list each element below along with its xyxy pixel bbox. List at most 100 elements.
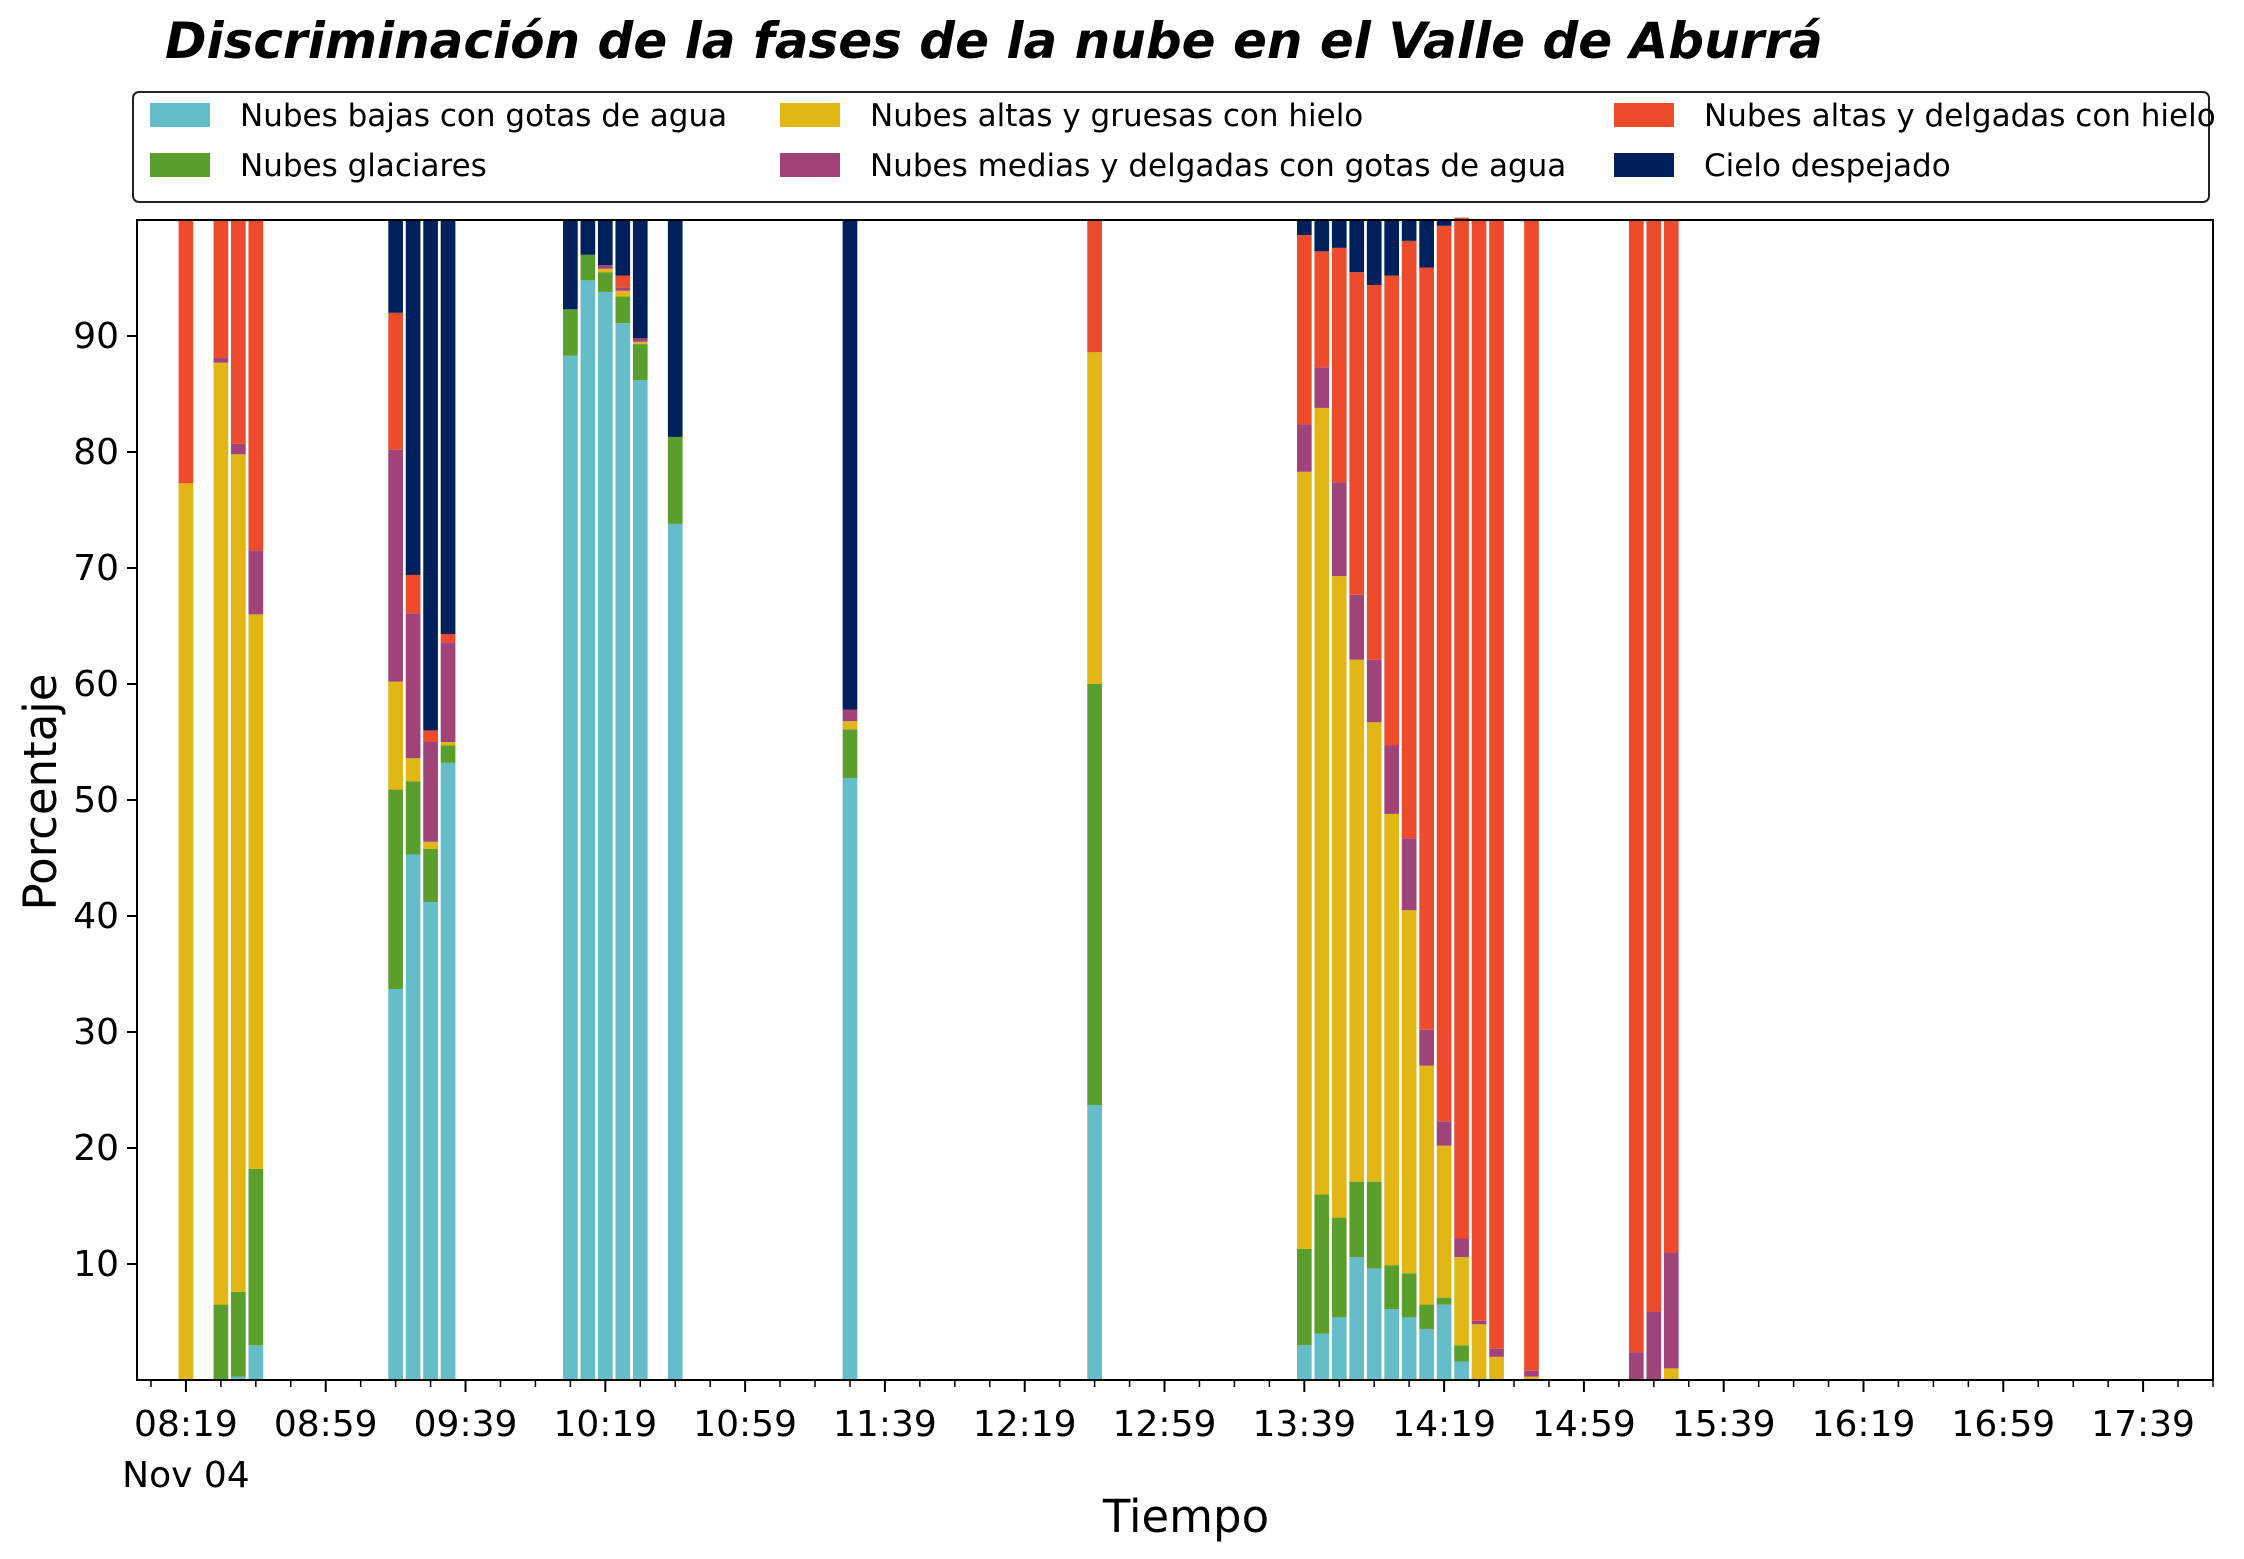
bar-segment	[1296, 1345, 1312, 1380]
legend-label: Cielo despejado	[1704, 148, 1951, 184]
bar-segment	[842, 709, 858, 722]
bar-segment	[1296, 235, 1312, 425]
bar-segment	[423, 848, 438, 903]
bar-segment	[1384, 813, 1400, 1266]
bar-segment	[1401, 838, 1417, 911]
bar-segment	[231, 1291, 246, 1377]
bar-segment	[213, 362, 229, 1305]
x-tick-label: 16:59	[1951, 1404, 2055, 1445]
x-tick-label: 16:19	[1812, 1404, 1916, 1445]
bar-segment	[405, 220, 421, 575]
bar-segment	[1087, 220, 1102, 353]
bar-segment	[842, 721, 858, 730]
bar-segment	[842, 220, 858, 710]
bar-segment	[1471, 1320, 1487, 1325]
bar-segment	[1296, 471, 1312, 1249]
bar-segment	[213, 1304, 229, 1380]
bar-segment	[248, 1345, 264, 1380]
bar-segment	[632, 341, 648, 345]
bar-segment	[423, 220, 438, 731]
bar-segment	[1384, 745, 1400, 814]
legend-swatch	[150, 103, 210, 127]
bar-segment	[388, 989, 403, 1380]
bar-segment	[1087, 684, 1102, 1106]
bar-segment	[1349, 220, 1365, 273]
bar-segment	[615, 275, 631, 288]
bar-segment	[1419, 220, 1434, 268]
x-tick-label: 17:39	[2091, 1404, 2195, 1445]
y-tick-label: 20	[73, 1128, 119, 1169]
bar-segment	[1436, 1121, 1452, 1146]
bar-segment	[178, 220, 194, 484]
bar-segment	[1366, 1181, 1382, 1269]
bar-segment	[1349, 1257, 1365, 1380]
bar-segment	[1366, 220, 1382, 285]
legend: Nubes bajas con gotas de agua Nubes altas…	[132, 91, 2216, 203]
bar-segment	[231, 454, 246, 1292]
bar-segment	[667, 220, 683, 437]
bar-segment	[1489, 220, 1504, 1349]
bar-segment	[1454, 217, 1469, 1239]
bar-segment	[842, 777, 858, 1380]
bar-segment	[388, 449, 403, 682]
bar-segment	[405, 574, 421, 614]
bar-segment	[405, 758, 421, 782]
bar-segment	[423, 742, 438, 842]
bar-segment	[423, 902, 438, 1380]
y-tick-label: 70	[73, 548, 119, 589]
bar-segment	[1436, 1297, 1452, 1305]
bar-segment	[1436, 1145, 1452, 1298]
bar-segment	[1419, 1029, 1434, 1066]
bar-segment	[440, 762, 456, 1380]
bar-segment	[1314, 251, 1330, 368]
bar-segment	[1454, 1257, 1469, 1346]
bar-segment	[423, 841, 438, 849]
bar-segment	[1314, 367, 1330, 408]
bar-segment	[213, 358, 229, 363]
bar-segment	[1314, 220, 1330, 252]
bar-segment	[1628, 1352, 1644, 1380]
bar-segment	[1471, 1324, 1487, 1380]
bar-segment	[615, 296, 631, 324]
bar-segment	[405, 781, 421, 855]
y-tick-label: 50	[73, 780, 119, 821]
bar-segment	[667, 436, 683, 524]
y-axis-label: Porcentaje	[14, 674, 67, 911]
bar-segment	[1489, 1356, 1504, 1380]
bar-segment	[1419, 1304, 1434, 1329]
bar-segment	[440, 634, 456, 643]
bar-segment	[632, 344, 648, 381]
bar-segment	[615, 220, 631, 276]
bar-segment	[615, 323, 631, 1380]
bar-segment	[423, 730, 438, 742]
x-tick-label: 09:39	[414, 1404, 518, 1445]
bar-segment	[1087, 352, 1102, 684]
y-tick-label: 60	[73, 664, 119, 705]
bar-segment	[1349, 1181, 1365, 1258]
bar-segment	[213, 220, 229, 359]
bar-segment	[1454, 1345, 1469, 1362]
bar-segment	[440, 745, 456, 763]
bar-segment	[1366, 659, 1382, 723]
bar-segment	[1454, 1361, 1469, 1380]
bar-segment	[1296, 424, 1312, 472]
bar-segment	[1401, 240, 1417, 839]
bar-segment	[615, 290, 631, 297]
bar-segment	[632, 220, 648, 339]
bar-stack-area	[178, 217, 1679, 1381]
bar-segment	[667, 523, 683, 1380]
bar-segment	[440, 642, 456, 742]
bar-segment	[1366, 722, 1382, 1182]
x-tick-label: 14:59	[1532, 1404, 1636, 1445]
bar-segment	[597, 268, 613, 273]
bar-segment	[1663, 1368, 1679, 1380]
bar-segment	[632, 338, 648, 342]
bar-segment	[1384, 275, 1400, 746]
bar-segment	[388, 681, 403, 790]
bar-segment	[1349, 272, 1365, 595]
bar-segment	[388, 789, 403, 990]
legend-swatch	[1614, 103, 1674, 127]
bar-segment	[1401, 220, 1417, 241]
bar-segment	[1349, 659, 1365, 1182]
